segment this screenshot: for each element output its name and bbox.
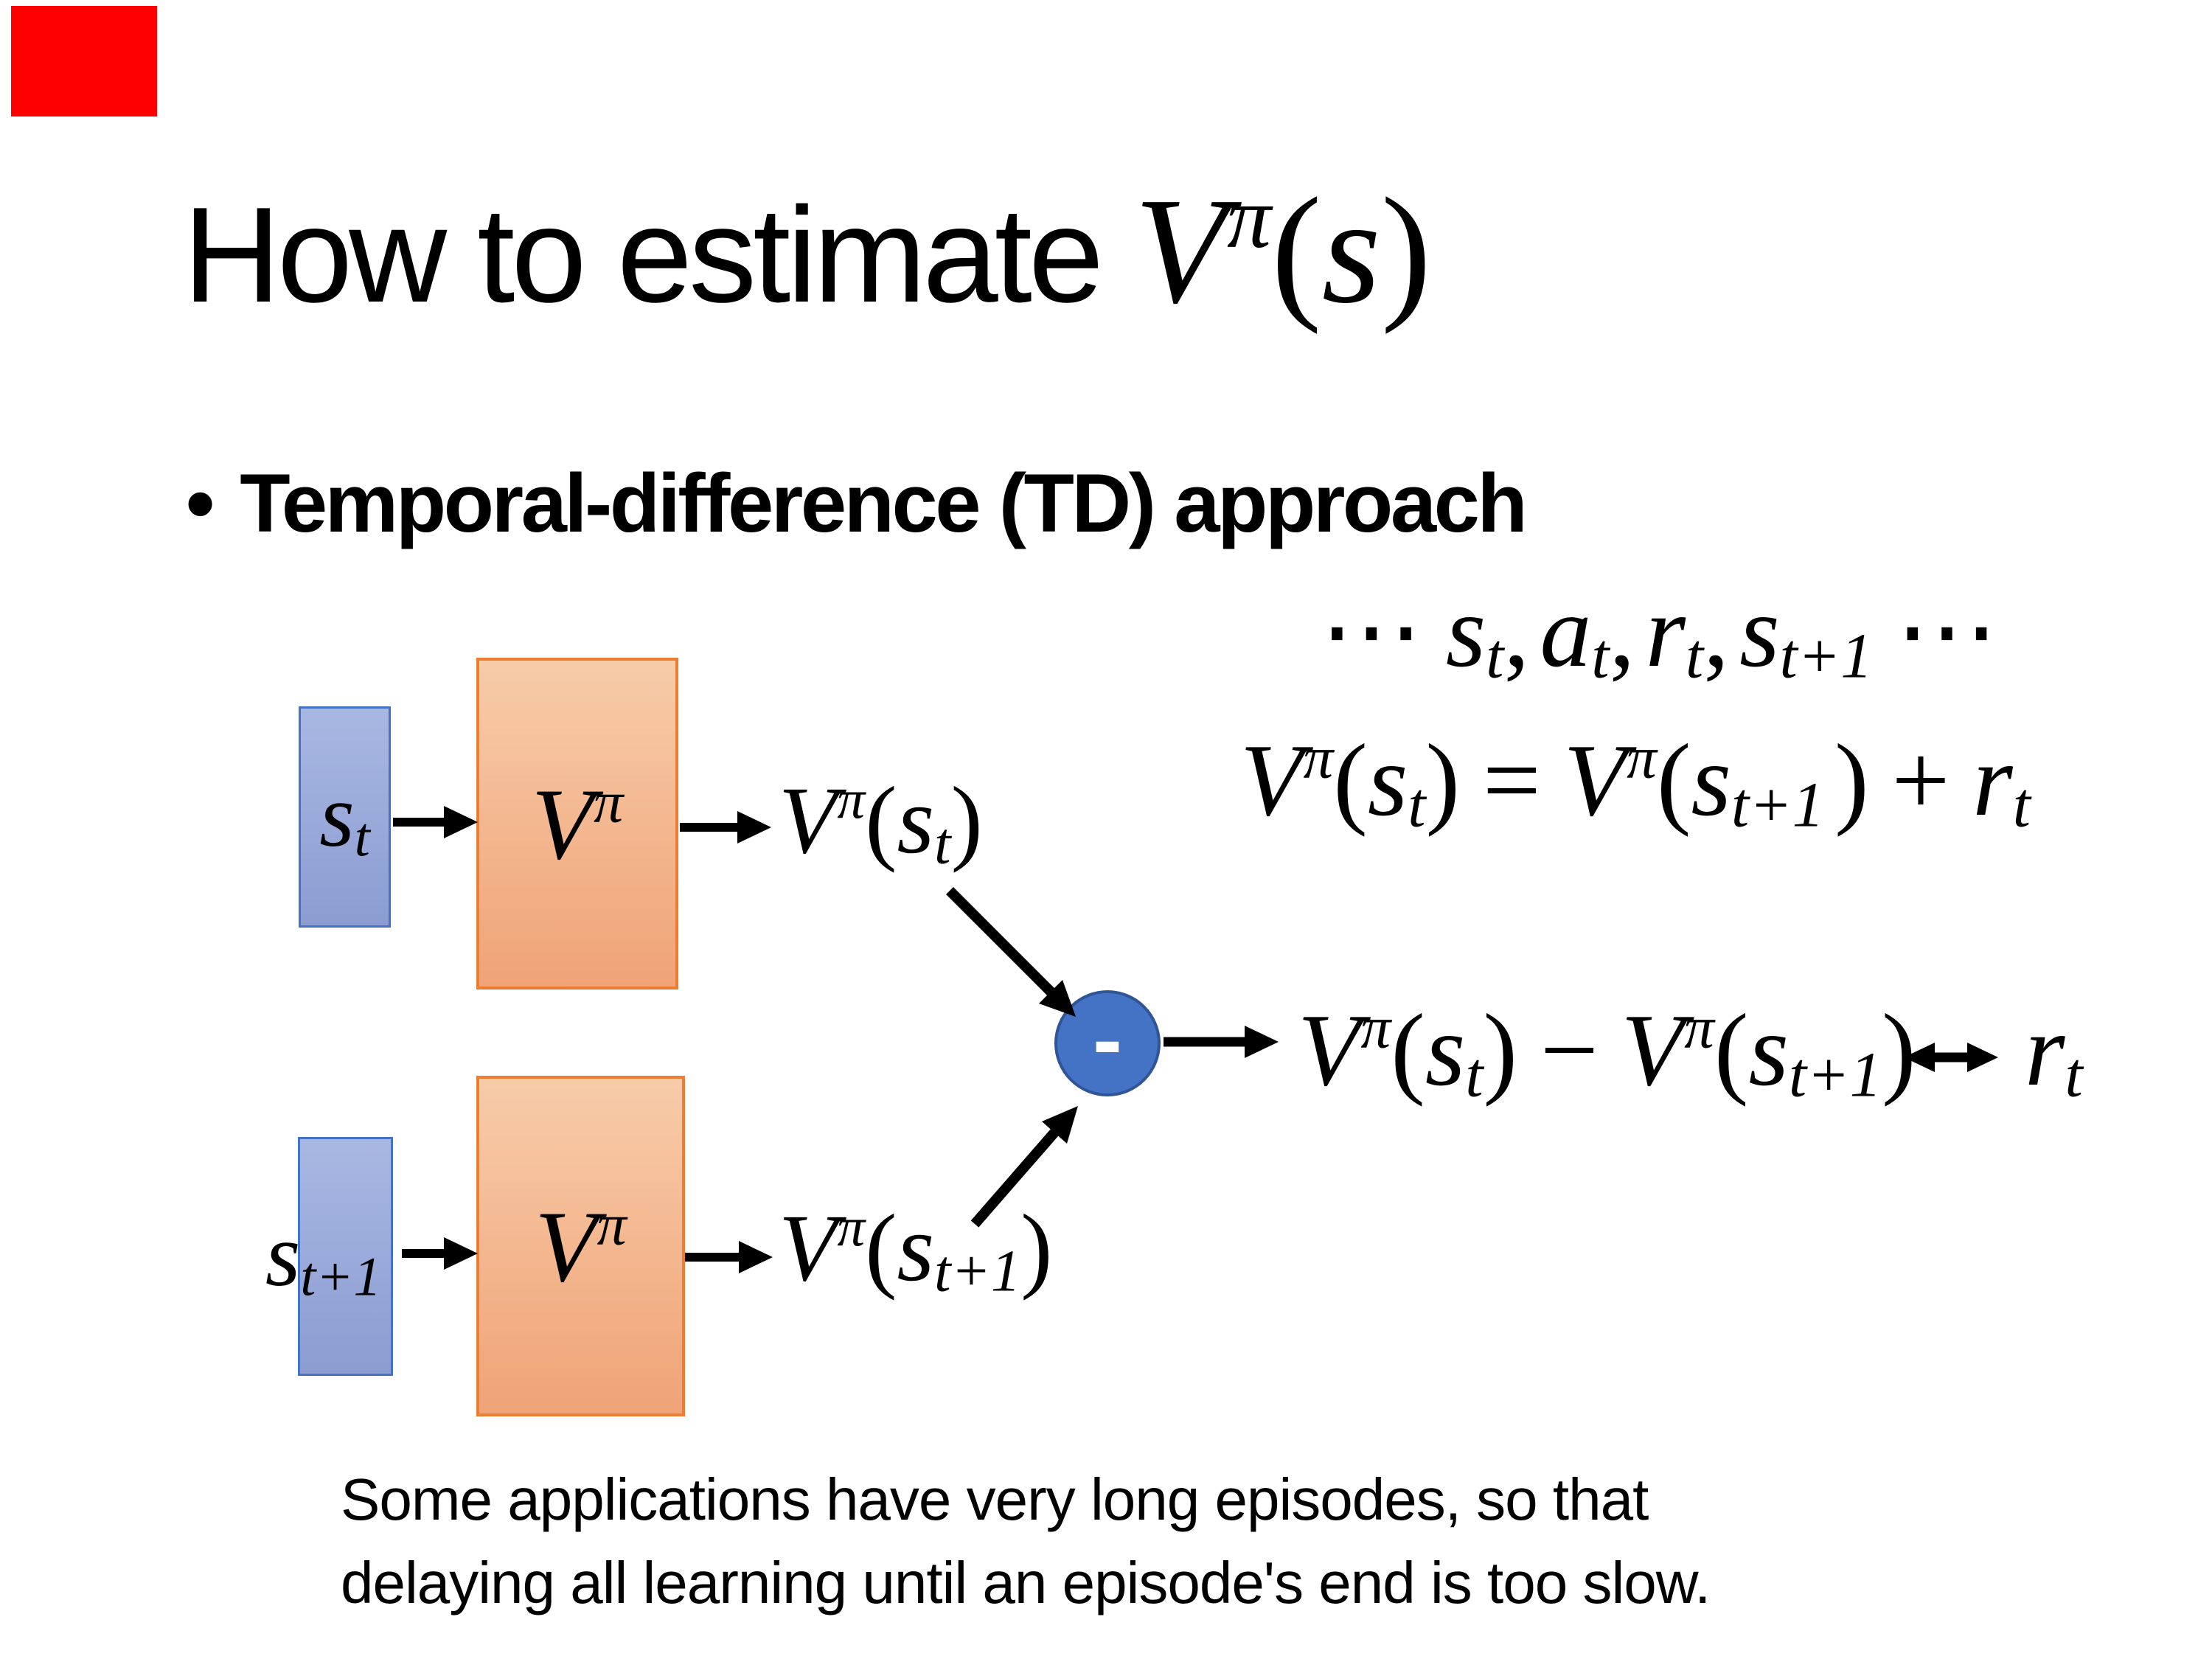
state-box-st1: st+1 <box>265 1137 393 1376</box>
value-network-box-2: Vπ <box>476 1076 685 1416</box>
title-text: How to estimate <box>183 178 1104 330</box>
bullet-text: Temporal-difference (TD) approach <box>240 457 1528 549</box>
output-v-st1: Vπ(st+1) <box>779 1195 1053 1304</box>
note-line-1: Some applications have very long episode… <box>341 1467 1649 1532</box>
state-box-st: st <box>299 706 391 928</box>
arrow-out1-to-minus <box>946 887 1076 1017</box>
arrow-minus-to-expression <box>1164 1026 1279 1058</box>
red-marker <box>11 6 157 116</box>
minus-node: - <box>1054 990 1161 1096</box>
arrow-st-to-v <box>393 806 478 838</box>
trajectory-expression: ⋯ st, at, rt, st+1 ⋯ <box>1320 574 1999 692</box>
state-label-st1: st+1 <box>265 1205 382 1308</box>
value-network-label-1: Vπ <box>531 767 624 880</box>
arrow-v-to-out2 <box>685 1241 773 1273</box>
note-line-2: delaying all learning until an episode's… <box>341 1550 1711 1615</box>
arrow-v-to-out1 <box>680 811 771 844</box>
title-math-v-pi-s: Vπ(s) <box>1134 166 1432 335</box>
value-network-box-1: Vπ <box>476 658 678 990</box>
double-arrow-icon <box>1904 1043 1998 1072</box>
difference-expression: Vπ(st) − Vπ(st+1) <box>1298 993 1916 1110</box>
minus-node-label: - <box>1093 990 1122 1089</box>
value-network-label-2: Vπ <box>535 1189 627 1303</box>
output-v-st: Vπ(st) <box>779 768 983 877</box>
state-label-st: st <box>319 765 370 869</box>
bullet-marker: • <box>186 457 215 549</box>
reward-label: rt <box>2025 993 2083 1110</box>
page-title: How to estimate Vπ(s) <box>183 170 1431 330</box>
bullet-line: • Temporal-difference (TD) approach <box>186 457 1528 549</box>
td-equation: Vπ(st) = Vπ(st+1) + rt <box>1240 723 2031 841</box>
arrow-st1-to-v <box>402 1237 478 1270</box>
note-text: Some applications have very long episode… <box>341 1458 1711 1624</box>
pi-superscript: π <box>1227 168 1272 266</box>
